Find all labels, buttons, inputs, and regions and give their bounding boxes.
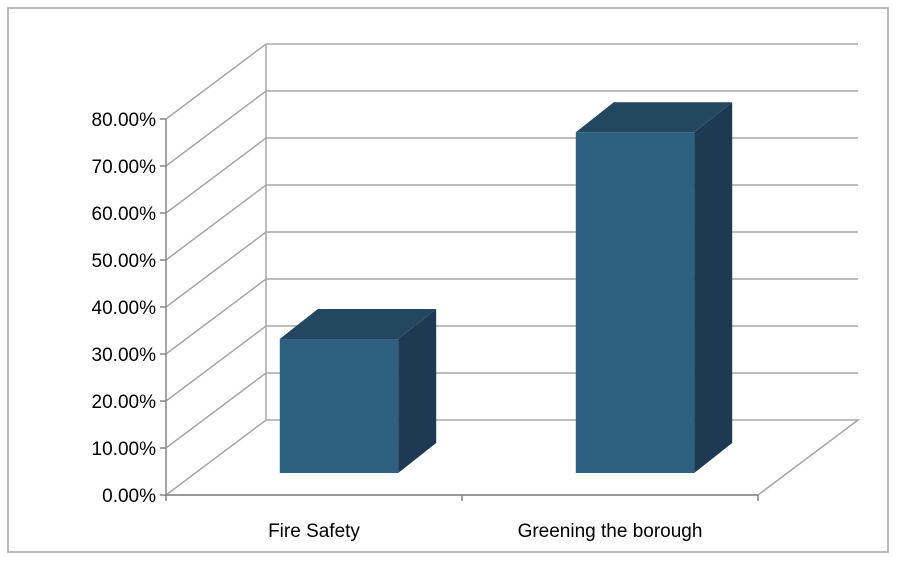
gridline [165, 90, 858, 167]
bar-front [575, 132, 695, 473]
bar [575, 102, 733, 473]
y-tick-labels: 0.00% 10.00% 20.00% 30.00% 40.00% 50.00% 60.00… [92, 110, 157, 507]
y-tick-label: 30.00% [92, 345, 157, 366]
x-tick-labels: Fire Safety Greening the borough [268, 521, 702, 542]
bar-side [398, 309, 437, 473]
bar-side [694, 102, 733, 473]
y-tick-label: 20.00% [92, 392, 157, 413]
y-tick-label: 70.00% [92, 157, 157, 178]
bar-top [279, 309, 437, 340]
y-tick-label: 80.00% [92, 110, 157, 131]
bar-top [575, 102, 733, 133]
gridline [165, 43, 858, 120]
y-tick-label: 0.00% [102, 486, 156, 507]
chart-border [7, 7, 889, 553]
y-tick-label: 10.00% [92, 439, 157, 460]
y-tick-label: 60.00% [92, 204, 157, 225]
x-tick-label: Greening the borough [518, 521, 703, 542]
bars [279, 102, 733, 473]
gridlines [165, 43, 858, 449]
bar-front [279, 339, 399, 473]
y-tick-label: 40.00% [92, 298, 157, 319]
x-tick-label: Fire Safety [268, 521, 360, 542]
y-tick-label: 50.00% [92, 251, 157, 272]
bar [279, 309, 437, 473]
axes [160, 118, 759, 501]
